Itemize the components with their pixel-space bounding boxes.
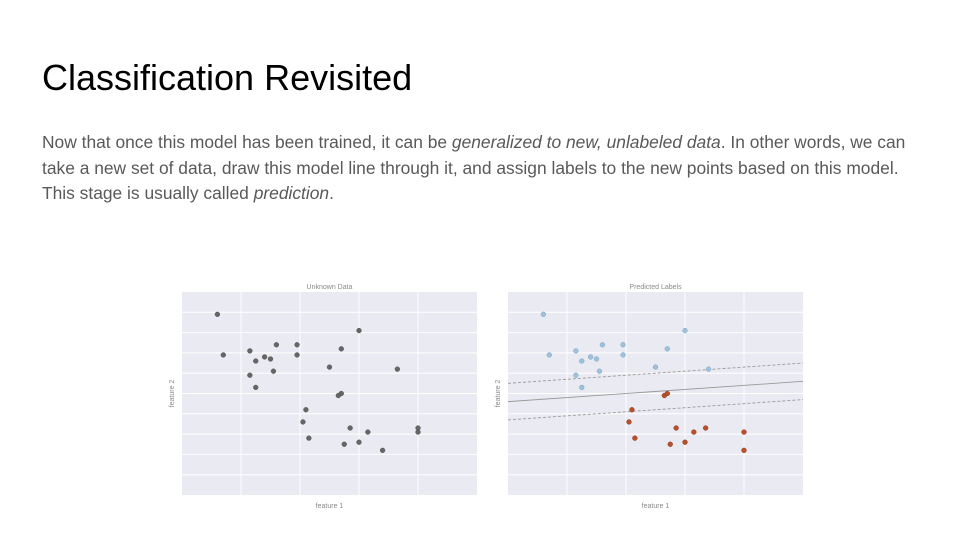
data-point-class-1 <box>664 390 670 397</box>
data-point <box>247 348 253 354</box>
data-point <box>338 390 344 397</box>
data-point <box>267 356 274 362</box>
data-point-class-0 <box>682 327 688 334</box>
margin-line-upper <box>507 362 804 384</box>
data-point <box>294 352 300 358</box>
x-axis-label-right: feature 1 <box>642 503 670 510</box>
data-point-class-1 <box>741 447 747 453</box>
scatter-figure: Unknown Data feature 1 feature 2 Predict… <box>165 280 810 515</box>
data-point <box>253 358 259 364</box>
data-point-class-1 <box>632 435 638 441</box>
margin-line-lower <box>507 399 804 421</box>
chart-predicted-labels: Predicted Labels feature 1 feature 2 <box>495 284 804 510</box>
data-point <box>253 384 259 391</box>
data-point-class-0 <box>620 342 626 348</box>
data-point-class-0 <box>620 352 626 358</box>
body-emphasis-prediction: prediction <box>253 183 330 203</box>
data-point-class-1 <box>741 429 747 435</box>
data-point-class-0 <box>540 311 547 317</box>
data-point-class-1 <box>691 429 697 435</box>
data-point <box>326 364 333 370</box>
data-point-class-1 <box>629 407 635 413</box>
data-point <box>220 352 226 358</box>
data-point-class-0 <box>546 352 552 358</box>
data-point-class-0 <box>652 364 659 370</box>
body-text-part-2: . In other words, we can take a new set … <box>42 132 906 203</box>
data-point-class-0 <box>587 354 594 360</box>
body-emphasis-generalized: generalized to new, unlabeled data <box>451 132 721 152</box>
data-point <box>379 447 386 453</box>
data-point <box>306 435 312 441</box>
chart-title-right: Predicted Labels <box>629 284 682 291</box>
figure-svg: Unknown Data feature 1 feature 2 Predict… <box>169 284 804 510</box>
data-point <box>365 429 371 435</box>
data-point <box>338 346 344 352</box>
data-point <box>273 342 280 348</box>
data-point-class-0 <box>596 368 603 374</box>
grid-left <box>182 292 477 495</box>
chart-title-left: Unknown Data <box>307 284 353 291</box>
data-point <box>214 311 221 317</box>
points-left <box>214 311 421 453</box>
data-point <box>356 327 362 334</box>
y-axis-label-right: feature 2 <box>495 380 502 408</box>
data-point-class-0 <box>664 346 670 352</box>
data-point-class-1 <box>703 425 709 431</box>
y-axis-label-left: feature 2 <box>169 380 176 408</box>
data-point-class-0 <box>593 356 600 362</box>
body-text-part-1: Now that once this model has been traine… <box>42 132 452 152</box>
data-point-class-1 <box>682 439 688 445</box>
data-point-class-1 <box>667 441 673 447</box>
data-point <box>394 366 401 372</box>
data-point-class-0 <box>573 348 579 354</box>
data-point-class-1 <box>673 425 679 431</box>
slide-title: Classification Revisited <box>42 57 413 98</box>
data-point <box>341 441 347 447</box>
points-right <box>540 311 747 453</box>
data-point-class-0 <box>579 358 585 364</box>
data-point <box>347 425 353 431</box>
decision-boundary-line <box>507 380 804 403</box>
data-point <box>270 368 277 374</box>
data-point-class-0 <box>573 372 579 378</box>
data-point-class-0 <box>579 384 585 391</box>
data-point-class-0 <box>599 342 606 348</box>
data-point-class-1 <box>626 419 632 425</box>
slide-body-text: Now that once this model has been traine… <box>42 130 922 207</box>
chart-unknown-data: Unknown Data feature 1 feature 2 <box>169 284 477 510</box>
data-point <box>294 342 300 348</box>
data-point <box>300 419 306 425</box>
data-point-class-0 <box>705 366 712 372</box>
data-point <box>356 439 362 445</box>
data-point <box>415 425 421 431</box>
decision-lines <box>507 362 804 421</box>
x-axis-label-left: feature 1 <box>316 503 344 510</box>
data-point <box>247 372 253 378</box>
data-point <box>303 407 309 413</box>
body-text-part-3: . <box>329 183 334 203</box>
data-point <box>261 354 268 360</box>
